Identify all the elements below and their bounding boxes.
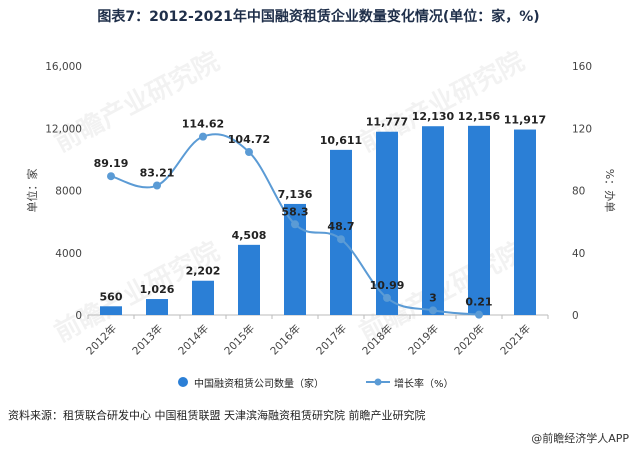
x-tick-label: 2013年 (130, 322, 166, 358)
x-tick-label: 2020年 (452, 322, 488, 358)
growth-rate-label: 104.72 (228, 133, 270, 146)
y-tick-label: 4000 (55, 248, 82, 260)
bar-value-label: 11,917 (504, 114, 546, 127)
bar-value-label: 10,611 (320, 134, 362, 147)
y2-tick-label: 160 (572, 61, 592, 73)
bar-value-label: 12,130 (412, 110, 455, 123)
labels-layer: 560 1,026 2,202 4,508 7,136 10,611 11,777 12,13… (94, 110, 547, 309)
growth-rate-point (383, 293, 391, 302)
growth-rate-point (337, 235, 345, 244)
bar (422, 126, 444, 316)
bar (284, 203, 306, 315)
legend-bar-marker (178, 377, 188, 387)
line-layer (107, 132, 483, 319)
x-tick-label: 2015年 (222, 322, 258, 358)
y2-tick-label: 0 (572, 310, 579, 322)
growth-rate-label: 3 (429, 291, 437, 304)
growth-rate-label: 0.21 (465, 296, 492, 309)
y2-tick-label: 40 (572, 248, 585, 260)
growth-rate-label: 83.21 (140, 167, 175, 180)
bar-value-label: 7,136 (278, 188, 313, 201)
source-note: 资料来源：租赁联合研发中心 中国租赁联盟 天津滨海融资租赁研究院 前瞻产业研究院 (8, 409, 426, 422)
y-tick-label: 16,000 (45, 61, 82, 73)
y-tick-label: 0 (75, 310, 82, 322)
bar (514, 129, 536, 315)
legend: 中国融资租赁公司数量（家） 增长率（%） (0, 370, 637, 394)
chart-title: 图表7：2012-2021年中国融资租赁企业数量变化情况(单位：家，%) (97, 9, 540, 25)
chart-area: 前瞻产业研究院前瞻产业研究院前瞻产业研究院前瞻产业研究院 04000800012… (25, 46, 616, 358)
bar-value-label: 11,777 (366, 116, 408, 129)
legend-line-label: 增长率（%） (394, 379, 454, 390)
legend-bar-label: 中国融资租赁公司数量（家） (194, 379, 324, 390)
growth-rate-label: 48.7 (327, 220, 354, 233)
bars-layer (100, 125, 536, 316)
y-tick-label: 8000 (55, 186, 82, 198)
growth-rate-label: 114.62 (182, 118, 224, 131)
growth-rate-point (475, 310, 483, 319)
growth-rate-point (107, 172, 115, 181)
growth-rate-label: 58.3 (281, 205, 308, 218)
growth-rate-label: 10.99 (370, 279, 405, 292)
legend-line-marker (366, 378, 390, 386)
x-tick-label: 2014年 (176, 322, 212, 358)
growth-rate-label: 89.19 (94, 157, 129, 170)
bar-value-label: 2,202 (186, 265, 221, 278)
bar (238, 244, 260, 315)
growth-rate-point (153, 181, 161, 190)
y2-axis-title: %：办单 (603, 169, 616, 212)
bar (192, 280, 214, 315)
growth-rate-point (245, 148, 253, 157)
growth-rate-point (429, 306, 437, 315)
growth-rate-point (291, 220, 299, 229)
x-tick-label: 2016年 (268, 322, 304, 358)
y-axis-title: 单位：家 (25, 169, 39, 213)
bar (100, 306, 122, 315)
bar (330, 149, 352, 315)
y-tick-label: 12,000 (45, 123, 82, 135)
bar-value-label: 1,026 (140, 283, 175, 296)
bar-value-label: 560 (100, 290, 123, 303)
footer-credit: @前瞻经济学人APP (531, 432, 629, 445)
x-tick-label: 2021年 (498, 322, 534, 358)
y2-tick-label: 80 (572, 186, 585, 198)
growth-rate-point (199, 132, 207, 141)
x-tick-label: 2017年 (314, 322, 350, 358)
bar-value-label: 4,508 (232, 229, 267, 242)
x-tick-label: 2019年 (406, 322, 442, 358)
y2-tick-label: 120 (572, 123, 592, 135)
bar-value-label: 12,156 (458, 110, 501, 123)
bar (376, 131, 398, 315)
bar (468, 125, 490, 315)
bar (146, 299, 168, 315)
